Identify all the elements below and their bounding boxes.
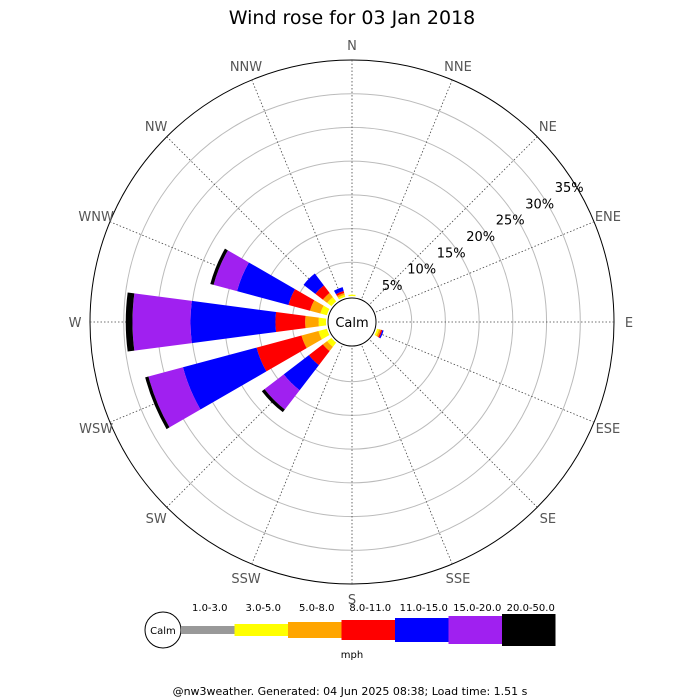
bar-segment-w-1	[318, 317, 327, 327]
bar-segment-wsw-2	[301, 330, 322, 349]
grid-spoke	[166, 136, 334, 304]
bar-segment-n-1	[348, 294, 356, 297]
legend-bin-label-6: 20.0-50.0	[507, 603, 555, 614]
bar-segment-wsw-5	[148, 367, 201, 428]
legend-swatch-5	[448, 616, 502, 644]
bar-segment-wnw-4	[237, 262, 296, 305]
bar-segment-nnw-4	[333, 287, 344, 295]
legend-swatch-4	[395, 618, 449, 642]
bar-segment-nw-3	[315, 285, 330, 300]
legend-bin-label-0: 1.0-3.0	[192, 603, 227, 614]
legend-swatch-2	[288, 622, 342, 638]
legend-bin-label-4: 11.0-15.0	[400, 603, 448, 614]
direction-label-ese: ESE	[596, 422, 621, 437]
direction-label-wsw: WSW	[79, 422, 113, 437]
legend-bin-label-1: 3.0-5.0	[246, 603, 281, 614]
bar-segment-wsw-1	[318, 328, 330, 340]
legend-swatch-3	[341, 620, 395, 640]
bar-segment-wnw-5	[213, 250, 249, 292]
legend-units: mph	[341, 650, 363, 661]
direction-label-s: S	[348, 593, 356, 608]
bar-segment-wnw-2	[309, 300, 324, 314]
radial-tick-label: 25%	[496, 214, 525, 229]
legend-bin-label-2: 5.0-8.0	[299, 603, 334, 614]
direction-label-se: SE	[540, 512, 556, 527]
bar-segment-nw-1	[327, 297, 337, 307]
bar-segment-sw-3	[308, 344, 330, 366]
direction-labels: N NNE NE ENE E ESE SE SSE S SSW SW WSW W WNW NW NNW	[69, 39, 634, 608]
legend-swatch-1	[234, 624, 288, 636]
legend-swatch-0	[181, 626, 235, 634]
bar-segment-ese-1	[374, 328, 380, 337]
grid-ring	[123, 93, 581, 551]
grid-spoke	[251, 345, 343, 565]
direction-label-ene: ENE	[595, 210, 621, 225]
bar-segment-w-4	[190, 300, 277, 344]
bar-segment-ese-3	[378, 329, 383, 338]
direction-label-w: W	[69, 316, 82, 331]
radial-tick-label: 30%	[525, 197, 554, 212]
radial-tick-label: 5%	[382, 279, 403, 294]
radial-tick-label: 20%	[466, 230, 495, 245]
bar-segment-sw-5	[264, 374, 300, 410]
direction-label-nne: NNE	[444, 60, 472, 75]
bar-segment-sw-1	[327, 337, 337, 347]
bar-segment-ese-2	[376, 329, 382, 338]
bar-segment-nw-2	[322, 292, 333, 303]
calm-center: Calm	[327, 297, 377, 347]
legend-calm-label: Calm	[150, 626, 176, 637]
direction-label-nnw: NNW	[230, 60, 262, 75]
bar-segment-w-3	[275, 312, 306, 332]
bar-segment-sw-4	[283, 355, 319, 391]
bar-segment-ese-4	[379, 330, 384, 339]
direction-label-ssw: SSW	[231, 572, 261, 587]
legend-swatch-6	[502, 614, 556, 646]
grid-spoke	[370, 136, 538, 304]
grid-spoke	[375, 221, 595, 313]
bar-segment-wnw-6	[210, 248, 228, 285]
direction-label-ne: NE	[539, 120, 557, 135]
radial-tick-label: 35%	[555, 181, 584, 196]
bar-segment-sw-2	[322, 341, 333, 352]
footer-credit: @nw3weather. Generated: 04 Jun 2025 08:3…	[173, 685, 528, 698]
calm-label: Calm	[335, 316, 368, 331]
direction-label-sse: SSE	[446, 572, 471, 587]
bar-segment-wnw-3	[288, 289, 315, 311]
direction-label-nw: NW	[145, 120, 168, 135]
grid-spoke	[361, 79, 453, 299]
grid-spoke	[251, 79, 343, 299]
speed-legend: Calm mph 1.0-3.0 3.0-5.0 5.0-8.0 8.0-11.0 11…	[144, 603, 556, 661]
radial-tick-label: 10%	[407, 263, 436, 278]
bar-segment-nw-4	[303, 273, 324, 294]
bar-segment-nnw-2	[336, 292, 345, 298]
chart-title: Wind rose for 03 Jan 2018	[229, 7, 476, 29]
direction-label-n: N	[347, 39, 357, 54]
bar-segment-nnw-1	[337, 294, 346, 300]
direction-label-wnw: WNW	[78, 210, 114, 225]
grid-spoke	[375, 331, 595, 423]
bar-segment-sw-6	[261, 389, 285, 413]
calm-circle	[327, 297, 377, 347]
bar-segment-wnw-1	[320, 305, 330, 316]
legend-bin-label-5: 15.0-20.0	[453, 603, 501, 614]
direction-label-e: E	[625, 316, 633, 331]
radial-tick-labels: 5% 10%15%20%25%30%35%	[382, 181, 584, 294]
bar-segment-wsw-4	[182, 347, 267, 410]
radial-tick-label: 15%	[437, 246, 466, 261]
wind-bars	[125, 248, 384, 430]
grid-spoke	[370, 340, 538, 508]
bar-segment-nnw-3	[335, 291, 345, 296]
direction-label-sw: SW	[146, 512, 167, 527]
bar-segment-w-6	[125, 292, 135, 352]
bar-segment-wsw-6	[145, 376, 170, 430]
bar-segment-w-2	[305, 315, 319, 329]
grid-spoke	[361, 345, 453, 565]
bar-segment-w-5	[132, 293, 192, 351]
legend-bin-label-3: 8.0-11.0	[349, 603, 391, 614]
bar-segment-wsw-3	[256, 335, 307, 372]
